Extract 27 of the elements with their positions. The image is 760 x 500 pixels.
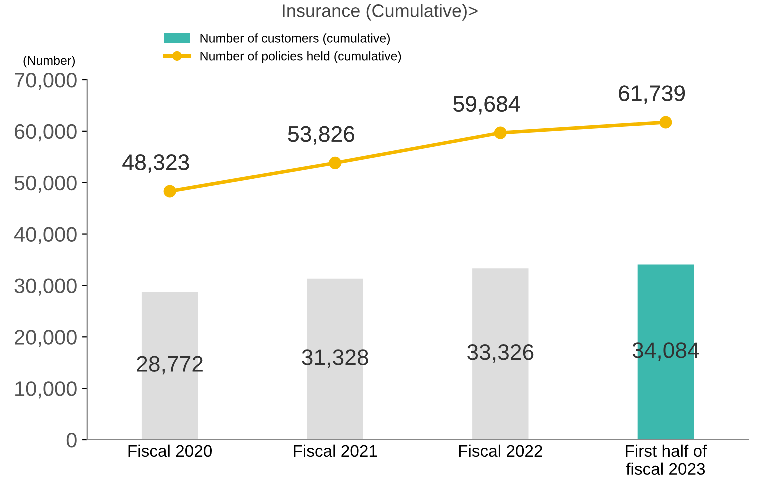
y-tick-label: 20,000 bbox=[15, 330, 77, 348]
y-axis-title: (Number) bbox=[24, 56, 76, 68]
point bbox=[660, 116, 672, 129]
data-label: 59,684 bbox=[454, 96, 520, 115]
data-label: 61,739 bbox=[619, 86, 685, 104]
y-tick-label: 60,000 bbox=[15, 124, 77, 142]
y-tick-label: 50,000 bbox=[14, 176, 77, 194]
y-tick-label: 10,000 bbox=[16, 382, 77, 399]
point bbox=[164, 185, 176, 198]
y-tick-label: 30,000 bbox=[14, 278, 77, 296]
y-tick-label: 0 bbox=[66, 433, 77, 448]
x-tick-label: Fiscal 2021 bbox=[294, 444, 378, 458]
point bbox=[329, 156, 342, 170]
legend-label: Number of policies held (cumulative) bbox=[200, 52, 402, 64]
data-label: 53,826 bbox=[288, 126, 354, 145]
point bbox=[494, 126, 507, 140]
data-label: 33,326 bbox=[468, 344, 534, 363]
x-tick-label: Fiscal 2022 bbox=[459, 444, 542, 458]
data-label: 31,328 bbox=[302, 350, 368, 368]
y-tick-label: 40,000 bbox=[14, 227, 77, 244]
x-tick-label: Fiscal 2020 bbox=[128, 444, 212, 458]
legend-label: Number of customers (cumulative) bbox=[200, 34, 390, 46]
chart-title: Insurance (Cumulative)> bbox=[283, 4, 478, 21]
y-tick-label: 70,000 bbox=[15, 73, 77, 90]
x-tick-label: First half of fiscal 2023 bbox=[626, 444, 708, 476]
data-label: 48,323 bbox=[122, 154, 190, 174]
data-label: 28,772 bbox=[137, 356, 203, 375]
